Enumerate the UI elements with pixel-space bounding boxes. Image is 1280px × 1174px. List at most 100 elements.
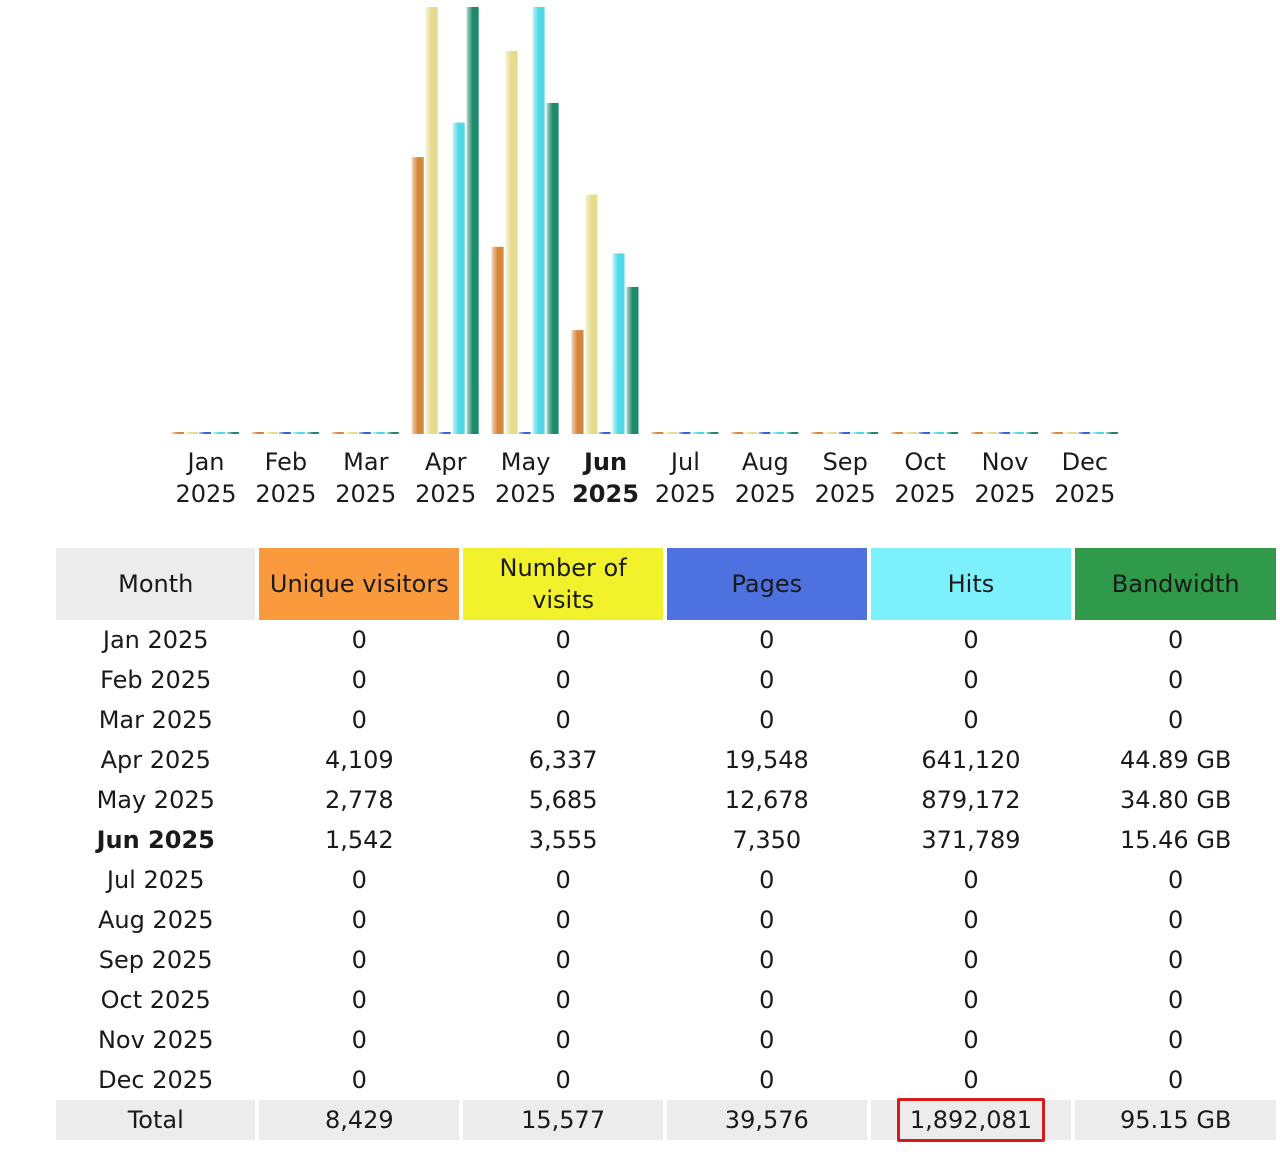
- axis-label-year: 2025: [335, 480, 397, 508]
- month-cell: Mar 2025: [98, 706, 213, 734]
- bar-hits-jul: [692, 432, 705, 434]
- unique-visitors-cell: 1,542: [324, 826, 394, 854]
- unique-visitors-cell: 0: [351, 706, 367, 734]
- hits-cell: 0: [963, 906, 979, 934]
- month-cell: Feb 2025: [100, 666, 212, 694]
- visits-cell: 0: [555, 626, 571, 654]
- bar-hits-nov: [1012, 432, 1024, 434]
- bar-pages-sep: [838, 432, 851, 434]
- unique-visitors-cell: 2,778: [324, 786, 394, 814]
- month-cell: Jan 2025: [102, 626, 209, 654]
- bandwidth-cell: 0: [1168, 906, 1184, 934]
- bandwidth-cell: 34.80 GB: [1119, 786, 1232, 814]
- table-row: Jun 2025 1,542 3,555 7,350 371,789 15.46 GB: [56, 820, 1276, 860]
- hits-cell: 879,172: [921, 786, 1021, 814]
- visits-cell: 6,337: [528, 746, 598, 774]
- axis-label-month: Jun: [583, 448, 628, 476]
- axis-label-nov: Nov 2025: [965, 446, 1045, 510]
- bandwidth-cell: 0: [1168, 626, 1184, 654]
- bar-visits-oct: [905, 432, 918, 434]
- table-row: Feb 2025 0 0 0 0 0: [56, 660, 1276, 700]
- axis-label-year: 2025: [974, 480, 1036, 508]
- bandwidth-cell: 0: [1168, 1026, 1184, 1054]
- bar-visits-dec: [1064, 432, 1077, 434]
- bandwidth-cell: 15.46 GB: [1119, 826, 1232, 854]
- bar-visits-nov: [985, 432, 997, 434]
- monthly-history-chart: [172, 7, 1118, 435]
- bar-hits-mar: [372, 432, 385, 434]
- bar-bandwidth_gb-sep: [866, 432, 879, 434]
- hits-cell: 0: [963, 946, 979, 974]
- total-visits: 15,577: [463, 1100, 664, 1140]
- bar-pages-dec: [1077, 432, 1090, 434]
- axis-label-sep: Sep 2025: [805, 446, 885, 510]
- bar-hits-feb: [292, 432, 305, 434]
- visits-cell: 3,555: [528, 826, 598, 854]
- table-row: Sep 2025 0 0 0 0 0: [56, 940, 1276, 980]
- hits-cell: 0: [963, 1026, 979, 1054]
- bar-unique_visitors-sep: [811, 432, 824, 434]
- axis-label-year: 2025: [654, 480, 716, 508]
- pages-cell: 0: [759, 626, 775, 654]
- bar-visits-sep: [825, 432, 838, 434]
- bar-bandwidth_gb-aug: [786, 432, 799, 434]
- month-cell: Aug 2025: [97, 906, 214, 934]
- pages-cell: 0: [759, 946, 775, 974]
- bar-visits-apr: [425, 7, 438, 434]
- table-header-row: Month Unique visitors Number of visits P…: [56, 548, 1276, 620]
- visits-cell: 0: [555, 1066, 571, 1094]
- bar-unique_visitors-jul: [651, 432, 664, 434]
- axis-label-month: Jan: [187, 448, 225, 476]
- bar-pages-oct: [918, 432, 931, 434]
- hits-cell: 0: [963, 666, 979, 694]
- bar-hits-jun: [612, 253, 625, 434]
- visits-cell: 0: [555, 946, 571, 974]
- visits-cell: 0: [555, 906, 571, 934]
- table-row: Jul 2025 0 0 0 0 0: [56, 860, 1276, 900]
- bar-visits-jan: [186, 432, 198, 434]
- month-cell: Nov 2025: [97, 1026, 214, 1054]
- visits-cell: 0: [555, 666, 571, 694]
- monthly-stats-table: Month Unique visitors Number of visits P…: [52, 548, 1280, 1142]
- visits-cell: 0: [555, 1026, 571, 1054]
- table-total-row: Total 8,429 15,577 39,576 1,892,081 95.1…: [56, 1098, 1276, 1142]
- axis-label-year: 2025: [572, 480, 639, 508]
- unique-visitors-cell: 0: [351, 986, 367, 1014]
- axis-label-year: 2025: [734, 480, 796, 508]
- total-unique-visitors: 8,429: [259, 1100, 460, 1140]
- bar-pages-jun: [598, 432, 611, 434]
- bar-unique_visitors-jan: [172, 432, 184, 434]
- pages-cell: 0: [759, 866, 775, 894]
- axis-label-month: Sep: [822, 448, 868, 476]
- pages-cell: 0: [759, 706, 775, 734]
- axis-label-month: Aug: [741, 448, 789, 476]
- bandwidth-cell: 44.89 GB: [1119, 746, 1232, 774]
- bar-pages-feb: [278, 432, 291, 434]
- header-hits: Hits: [870, 548, 1072, 620]
- bar-unique_visitors-jun: [571, 330, 584, 434]
- axis-label-year: 2025: [894, 480, 956, 508]
- month-cell: Apr 2025: [100, 746, 211, 774]
- bar-pages-may: [518, 432, 531, 434]
- hits-cell: 0: [963, 866, 979, 894]
- bar-hits-oct: [932, 432, 945, 434]
- bar-unique_visitors-apr: [411, 157, 424, 434]
- month-cell: May 2025: [96, 786, 215, 814]
- month-cell: Dec 2025: [98, 1066, 214, 1094]
- axis-label-jan: Jan 2025: [166, 446, 246, 510]
- bar-pages-apr: [438, 432, 451, 434]
- bandwidth-cell: 0: [1168, 706, 1184, 734]
- table-row: Jan 2025 0 0 0 0 0: [56, 620, 1276, 660]
- header-number-of-visits: Number of visits: [463, 548, 664, 620]
- unique-visitors-cell: 0: [351, 1066, 367, 1094]
- unique-visitors-cell: 0: [351, 626, 367, 654]
- bar-unique_visitors-oct: [891, 432, 904, 434]
- axis-label-month: Oct: [904, 448, 946, 476]
- pages-cell: 0: [759, 986, 775, 1014]
- unique-visitors-cell: 0: [351, 866, 367, 894]
- hits-cell: 0: [963, 706, 979, 734]
- bar-bandwidth_gb-feb: [306, 432, 319, 434]
- bar-bandwidth_gb-jul: [706, 432, 719, 434]
- axis-label-year: 2025: [495, 480, 557, 508]
- hits-cell: 641,120: [921, 746, 1021, 774]
